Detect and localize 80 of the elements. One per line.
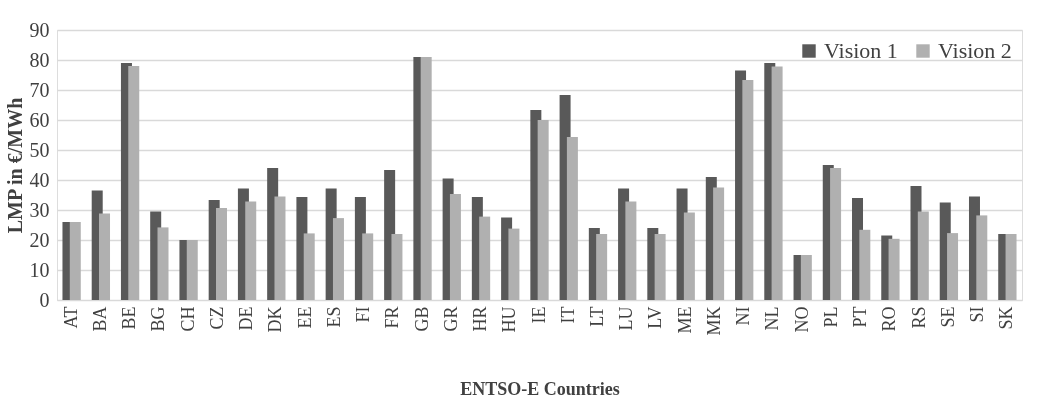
x-tick-label: DE bbox=[236, 306, 257, 331]
y-axis-title: LMP in €/MWh bbox=[3, 97, 26, 234]
x-tick-label: BE bbox=[119, 306, 140, 330]
x-tick-label: RS bbox=[908, 306, 929, 329]
x-tick-label: GR bbox=[440, 306, 461, 332]
x-axis-title: ENTSO-E Countries bbox=[460, 378, 620, 399]
y-tick-label: 70 bbox=[29, 78, 50, 101]
bar bbox=[888, 238, 900, 300]
legend-label: Vision 2 bbox=[938, 38, 1012, 63]
x-tick-label: CH bbox=[177, 306, 198, 332]
bar bbox=[332, 218, 344, 300]
x-tick-label: HR bbox=[470, 306, 491, 332]
x-tick-label: NL bbox=[762, 306, 783, 331]
bar bbox=[99, 213, 111, 300]
bar bbox=[625, 201, 637, 300]
y-tick-label: 40 bbox=[29, 168, 50, 191]
bar bbox=[976, 215, 988, 300]
bar bbox=[713, 187, 725, 300]
x-tick-label: SE bbox=[937, 306, 958, 328]
x-tick-label: IT bbox=[557, 306, 578, 324]
bar bbox=[566, 137, 578, 300]
x-tick-label: ES bbox=[323, 306, 344, 328]
x-tick-label: BG bbox=[148, 306, 169, 332]
bar bbox=[157, 227, 169, 300]
bar bbox=[537, 120, 549, 300]
x-tick-label: LT bbox=[586, 306, 607, 327]
bar bbox=[274, 196, 286, 300]
y-tick-label: 0 bbox=[39, 288, 50, 311]
y-tick-label: 20 bbox=[29, 228, 50, 251]
x-tick-label: SK bbox=[996, 306, 1017, 330]
x-tick-label: NI bbox=[733, 306, 754, 326]
x-tick-label: EE bbox=[294, 306, 315, 329]
x-tick-label: PT bbox=[850, 306, 871, 328]
x-tick-label: RO bbox=[879, 306, 900, 332]
bar bbox=[245, 201, 257, 300]
bar bbox=[830, 168, 842, 300]
bar bbox=[654, 234, 666, 300]
bar bbox=[69, 222, 81, 300]
bar bbox=[742, 80, 754, 300]
bar bbox=[1005, 234, 1017, 300]
x-tick-label: LV bbox=[645, 306, 666, 329]
x-tick-label: PL bbox=[820, 306, 841, 328]
bar bbox=[947, 233, 959, 300]
bar bbox=[449, 194, 461, 300]
x-tick-label: FR bbox=[382, 306, 403, 329]
y-tick-label: 90 bbox=[29, 18, 50, 41]
bar bbox=[362, 233, 374, 300]
bar bbox=[800, 255, 812, 300]
x-tick-label: GB bbox=[411, 306, 432, 332]
bar bbox=[479, 216, 491, 300]
x-tick-label: MK bbox=[703, 306, 724, 336]
bar bbox=[215, 207, 227, 300]
x-tick-label: FI bbox=[353, 306, 374, 323]
x-tick-label: BA bbox=[89, 306, 110, 332]
bar bbox=[508, 228, 520, 300]
x-tick-label: LU bbox=[616, 306, 637, 331]
bar bbox=[917, 211, 929, 300]
bar bbox=[303, 233, 315, 300]
bar bbox=[420, 57, 432, 300]
x-tick-label: AT bbox=[60, 306, 81, 329]
bar bbox=[859, 229, 871, 300]
bar bbox=[391, 234, 403, 300]
x-tick-label: DK bbox=[265, 306, 286, 333]
bar bbox=[596, 234, 608, 300]
y-tick-label: 10 bbox=[29, 258, 50, 281]
x-tick-label: NO bbox=[791, 306, 812, 333]
x-tick-label: ME bbox=[674, 306, 695, 334]
bar bbox=[683, 212, 695, 300]
bar bbox=[771, 66, 783, 300]
legend-label: Vision 1 bbox=[824, 38, 898, 63]
y-tick-label: 60 bbox=[29, 108, 50, 131]
x-tick-label: IE bbox=[528, 306, 549, 324]
x-tick-label: SI bbox=[967, 306, 988, 323]
bar bbox=[186, 240, 198, 300]
y-tick-label: 30 bbox=[29, 198, 50, 221]
x-tick-label: CZ bbox=[206, 306, 227, 330]
x-tick-label: HU bbox=[499, 306, 520, 333]
y-tick-label: 80 bbox=[29, 48, 50, 71]
y-tick-label: 50 bbox=[29, 138, 50, 161]
bar bbox=[128, 66, 140, 300]
